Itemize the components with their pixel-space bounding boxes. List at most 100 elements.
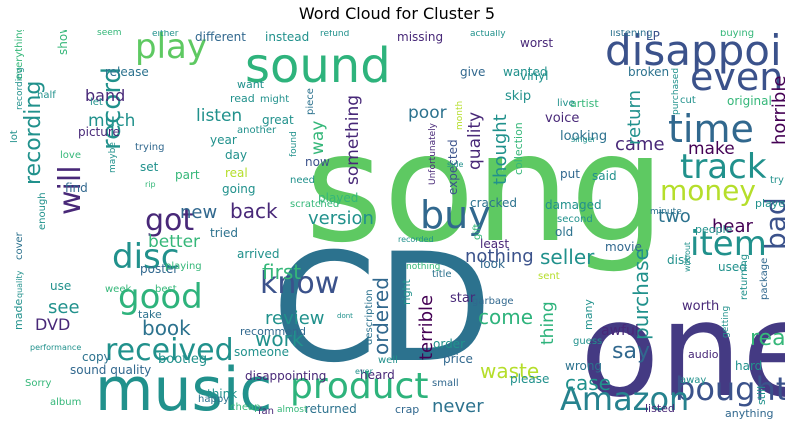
word-disc: disc — [112, 237, 179, 277]
chart-title: Word Cloud for Cluster 5 — [298, 4, 496, 23]
word-anything: anything — [725, 407, 774, 420]
word-skip: skip — [505, 89, 531, 104]
word-bad: bad — [759, 197, 785, 250]
word-trying: trying — [135, 142, 164, 153]
word-small: small — [432, 378, 459, 389]
word-good: good — [118, 277, 203, 317]
word-said: said — [592, 169, 617, 183]
word-week: week — [105, 284, 131, 295]
word-away: away — [680, 375, 706, 386]
word-heard: heard — [360, 368, 395, 382]
word-vinyl: vinyl — [520, 69, 548, 83]
word-find: find — [65, 181, 88, 195]
word-came: came — [615, 134, 665, 155]
word-guess: guess — [573, 336, 602, 347]
word-collection: collection — [512, 122, 525, 175]
word-will: will — [53, 165, 88, 215]
word-set: set — [140, 160, 159, 174]
word-two: two — [658, 206, 691, 227]
word-need: need — [290, 175, 315, 186]
word-never: never — [432, 396, 484, 417]
word-cheap: cheap — [230, 402, 260, 413]
word-month: month — [455, 101, 465, 130]
word-thing: thing — [538, 301, 558, 345]
word-way: way — [308, 121, 328, 155]
word-dvd: DVD — [35, 315, 70, 334]
word-original: original — [727, 94, 772, 108]
word-package: package — [759, 258, 770, 300]
word-might: might — [260, 94, 289, 105]
word-least: least — [480, 237, 509, 251]
word-buying: buying — [720, 30, 754, 39]
word-time: time — [668, 107, 754, 151]
word-played: played — [318, 191, 358, 205]
word-got: got — [145, 203, 194, 238]
word-great: great — [262, 113, 294, 127]
word-really: really — [750, 326, 785, 351]
word-missing: missing — [397, 30, 443, 44]
word-scratched: scratched — [290, 199, 339, 210]
word-product: product — [290, 366, 428, 407]
word-read: read — [230, 92, 255, 105]
word-even: even — [690, 55, 783, 99]
word-let: let — [90, 97, 103, 108]
word-listed: listed — [645, 402, 675, 415]
word-either: either — [152, 30, 179, 39]
word-cover: cover — [14, 231, 25, 260]
word-happy: happy — [198, 394, 229, 405]
word-use: use — [50, 279, 71, 293]
word-piece: piece — [305, 88, 316, 115]
word-going: going — [222, 182, 256, 196]
word-broken: broken — [628, 65, 669, 79]
word-look: look — [480, 257, 505, 271]
word-still: still — [755, 386, 768, 405]
word-received: received — [105, 333, 234, 368]
word-know: know — [260, 266, 339, 301]
word-put: put — [560, 167, 580, 181]
word-cut: cut — [680, 95, 696, 106]
word-release: release — [105, 65, 149, 79]
word-recommend: recommend — [240, 325, 306, 338]
word-rip: rip — [145, 180, 156, 189]
word-money: money — [660, 174, 756, 207]
word-purchase: purchase — [629, 248, 653, 340]
word-real: real — [225, 166, 248, 180]
word-item: item — [690, 224, 767, 264]
word-sound-quality: sound quality — [70, 363, 151, 377]
word-terrible: terrible — [416, 295, 437, 360]
word-side: side — [447, 160, 463, 169]
word-disappointing: disappointing — [245, 369, 326, 383]
word-maybe: maybe — [108, 142, 118, 173]
word-nothing: nothing — [465, 246, 534, 267]
word-performance: performance — [30, 343, 81, 352]
word-tried: tried — [210, 226, 238, 240]
word-return: return — [624, 90, 645, 145]
word-cd: CD — [272, 222, 492, 396]
word-show: show — [56, 30, 70, 55]
word-second: second — [557, 214, 593, 225]
word-sent: sent — [538, 271, 560, 282]
word-make: make — [688, 139, 735, 159]
word-work: work — [255, 327, 304, 351]
word-awful: awful — [601, 323, 639, 339]
word-many: many — [582, 299, 595, 330]
word-album: album — [50, 397, 81, 408]
word-back: back — [230, 199, 278, 223]
word-play: play — [135, 30, 207, 67]
word-track: track — [680, 147, 767, 187]
word-year: year — [210, 133, 237, 147]
word-looking: looking — [560, 129, 607, 144]
word-think: think — [207, 387, 237, 401]
word-order: order — [433, 337, 465, 351]
word-someone: someone — [234, 345, 289, 359]
word-one: one — [580, 274, 785, 420]
word-enough: enough — [37, 192, 48, 230]
word-poor: poor — [408, 103, 447, 123]
word-please: please — [510, 372, 549, 386]
word-fan: fan — [258, 406, 274, 417]
word-description: description — [364, 289, 375, 345]
word-ever: ever — [355, 367, 374, 376]
word-amazon: Amazon — [560, 380, 689, 418]
word-getting: getting — [721, 306, 731, 338]
